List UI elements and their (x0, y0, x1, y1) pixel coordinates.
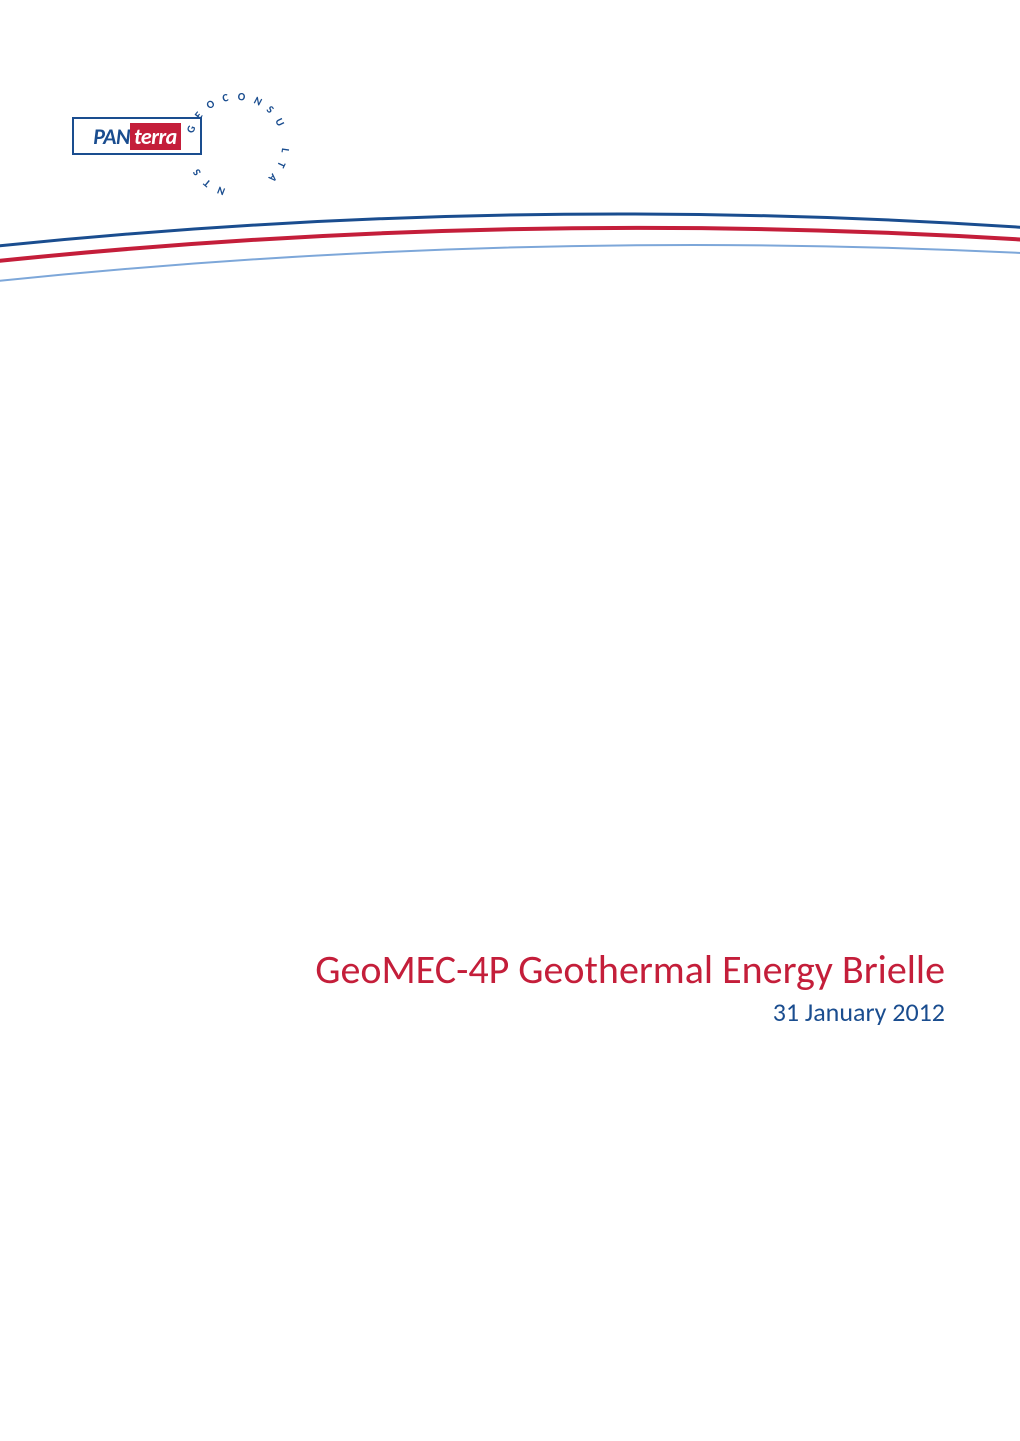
svg-text:G E O C O N: G E O C O N (184, 90, 267, 135)
title-container: GeoMEC-4P Geothermal Energy Brielle 31 J… (0, 945, 1020, 1028)
logo-container: PANterra G E O C O N S U L T A N T S (72, 85, 262, 195)
document-title: GeoMEC-4P Geothermal Energy Brielle (0, 945, 945, 994)
logo-pan-text: PAN (93, 123, 130, 150)
bottom-curve (0, 245, 1020, 285)
curve-svg (0, 190, 1020, 310)
document-date: 31 January 2012 (0, 996, 945, 1028)
decorative-curves (0, 190, 1020, 310)
svg-text:S U: S U (264, 103, 289, 131)
svg-text:L T A: L T A (264, 147, 292, 187)
